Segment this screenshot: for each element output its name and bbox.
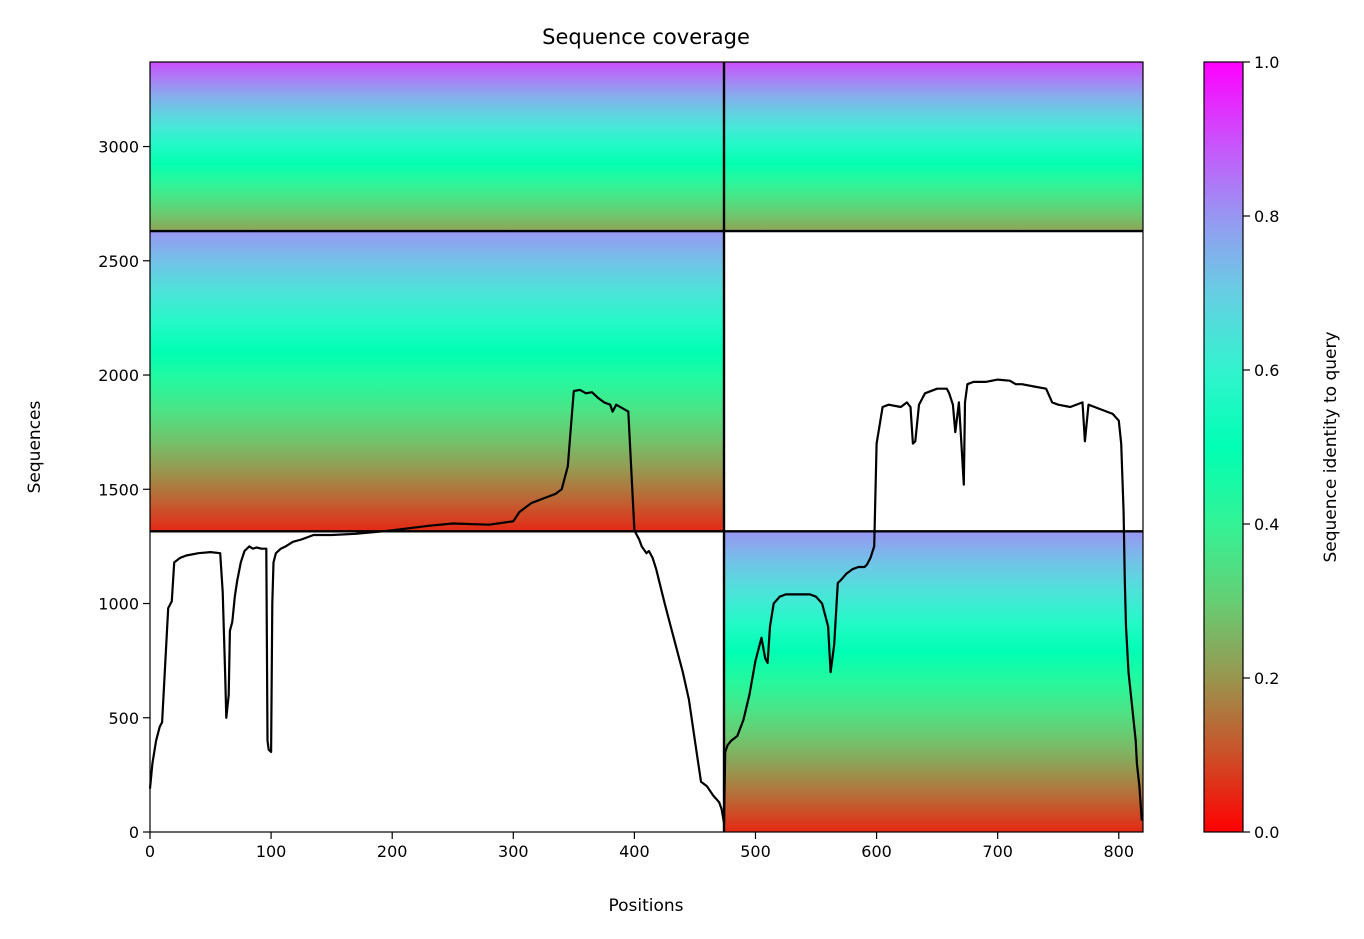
x-tick-label: 200 <box>377 842 408 861</box>
y-axis-label: Sequences <box>25 401 45 494</box>
alignment-blocks <box>150 62 1143 832</box>
colorbar-tick-label: 1.0 <box>1254 53 1279 72</box>
x-axis-label: Positions <box>608 896 683 916</box>
block-boundaries <box>150 62 1143 832</box>
alignment-block-4 <box>150 62 725 232</box>
colorbar-tick-label: 0.2 <box>1254 669 1279 688</box>
y-tick-label: 3000 <box>98 138 139 157</box>
plot-area <box>148 61 1144 833</box>
x-tick-label: 800 <box>1104 842 1135 861</box>
y-tick-label: 1000 <box>98 595 139 614</box>
colorbar-frame <box>1203 61 1244 833</box>
y-tick-label: 2000 <box>98 366 139 385</box>
y-tick-label: 1500 <box>98 480 139 499</box>
y-axis-ticks: 0 500 1000 1500 2000 2500 3000 <box>98 138 150 842</box>
colorbar-ticks: 0.0 0.2 0.4 0.6 0.8 1.0 <box>1243 53 1279 842</box>
x-tick-label: 700 <box>982 842 1013 861</box>
x-tick-label: 500 <box>740 842 771 861</box>
colorbar: 0.0 0.2 0.4 0.6 0.8 1.0 Sequence identity to … <box>1203 53 1341 842</box>
colorbar-gradient-bar <box>1204 62 1243 832</box>
plot-frame <box>149 61 1144 833</box>
coverage-line <box>148 378 1143 824</box>
y-tick-label: 0 <box>129 823 139 842</box>
chart-title: Sequence coverage <box>542 25 750 49</box>
x-tick-label: 100 <box>256 842 287 861</box>
alignment-block-1 <box>724 531 1143 832</box>
colorbar-tick-label: 0.4 <box>1254 515 1279 534</box>
x-axis-ticks: 0 100 200 300 400 500 600 700 800 <box>145 832 1134 861</box>
y-tick-label: 2500 <box>98 252 139 271</box>
x-tick-label: 300 <box>498 842 529 861</box>
alignment-block-2 <box>150 231 725 532</box>
x-tick-label: 400 <box>619 842 650 861</box>
colorbar-tick-label: 0.0 <box>1254 823 1279 842</box>
x-tick-label: 600 <box>861 842 892 861</box>
y-tick-label: 500 <box>108 709 139 728</box>
colorbar-tick-label: 0.6 <box>1254 361 1279 380</box>
colorbar-tick-label: 0.8 <box>1254 207 1279 226</box>
alignment-block-5 <box>724 62 1143 232</box>
colorbar-label: Sequence identity to query <box>1321 331 1341 562</box>
x-tick-label: 0 <box>145 842 155 861</box>
